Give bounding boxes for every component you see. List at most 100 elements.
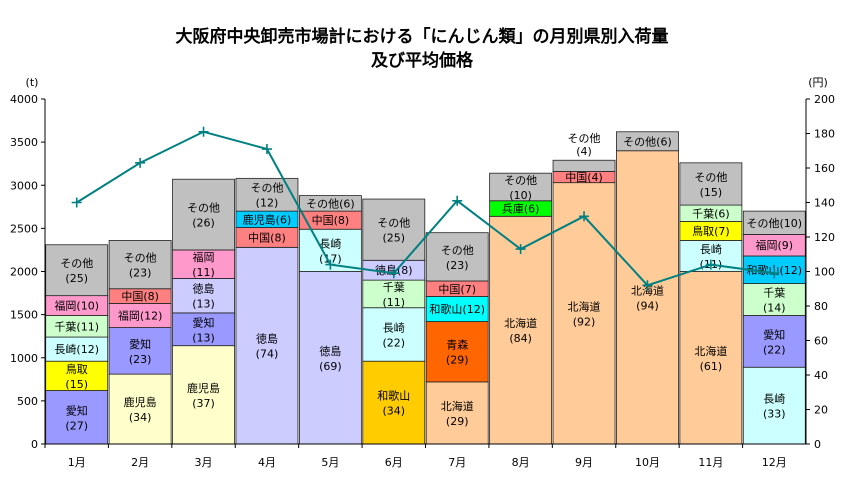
segment-label: 徳島 bbox=[256, 332, 278, 346]
segment-label: その他 bbox=[504, 174, 537, 187]
bar-segment bbox=[235, 177, 299, 212]
price-point bbox=[705, 259, 716, 270]
price-point bbox=[388, 268, 399, 279]
bar-segment bbox=[425, 296, 489, 322]
bar-segment bbox=[616, 150, 679, 445]
y-right-tick-label: 80 bbox=[814, 300, 828, 313]
y-right-tick-label: 120 bbox=[814, 231, 835, 244]
price-point bbox=[135, 157, 146, 168]
segment-label: 兵庫(6) bbox=[502, 202, 540, 216]
x-tick-label: 7月 bbox=[448, 456, 466, 469]
y-left-tick-label: 2000 bbox=[10, 266, 38, 279]
segment-label: 愛知 bbox=[129, 337, 151, 351]
bar-segment bbox=[742, 210, 806, 235]
segment-label: その他(6) bbox=[623, 135, 672, 148]
x-tick-label: 11月 bbox=[698, 456, 723, 469]
bar-segment bbox=[298, 195, 362, 212]
segment-share: (23) bbox=[129, 353, 152, 366]
segment-share: (11) bbox=[382, 296, 405, 309]
segment-share: (61) bbox=[700, 360, 723, 373]
segment-label: その他 bbox=[124, 252, 157, 265]
bar-segment bbox=[552, 159, 616, 172]
segment-label: 北海道 bbox=[694, 344, 727, 358]
bar-segment bbox=[172, 345, 235, 445]
segment-label: その他 bbox=[568, 132, 601, 145]
segment-label: 長崎 bbox=[383, 320, 405, 334]
x-tick-label: 12月 bbox=[762, 456, 787, 469]
segment-label: 愛知 bbox=[193, 315, 215, 329]
segment-label: その他 bbox=[694, 171, 727, 184]
segment-label: 中国(4) bbox=[565, 171, 603, 184]
segment-share: (84) bbox=[509, 332, 532, 345]
chart-title-line1: 大阪府中央卸売市場計における「にんじん類」の月別県別入荷量 bbox=[176, 26, 669, 47]
segment-label: その他(10) bbox=[746, 217, 802, 230]
segment-share: (12) bbox=[256, 197, 279, 210]
segment-label: 徳島 bbox=[193, 282, 215, 296]
x-tick-label: 6月 bbox=[385, 456, 403, 469]
y-left-tick-label: 500 bbox=[17, 395, 38, 408]
y-right-tick-label: 180 bbox=[814, 128, 835, 141]
y-right-tick-label: 100 bbox=[814, 266, 835, 279]
segment-label: 北海道 bbox=[504, 316, 537, 330]
segment-label: 鹿児島 bbox=[124, 395, 157, 409]
segment-share: (34) bbox=[129, 411, 152, 424]
segment-share: (15) bbox=[700, 186, 723, 199]
segment-label: 千葉(11) bbox=[54, 319, 99, 333]
bar-segment bbox=[742, 315, 806, 368]
segment-label: 福岡(10) bbox=[54, 299, 99, 313]
segment-share: (29) bbox=[446, 415, 469, 428]
x-tick-label: 4月 bbox=[258, 456, 276, 469]
x-tick-label: 1月 bbox=[68, 456, 86, 469]
price-point bbox=[769, 268, 780, 279]
y-right-tick-label: 160 bbox=[814, 162, 835, 175]
segment-label: その他(6) bbox=[306, 197, 355, 210]
bar-segment bbox=[172, 312, 235, 347]
y-left-tick-label: 2500 bbox=[10, 222, 38, 235]
y-right-tick-label: 200 bbox=[814, 93, 835, 106]
segment-share: (34) bbox=[382, 405, 405, 418]
bar-segment bbox=[616, 131, 679, 152]
segment-share: (94) bbox=[636, 299, 659, 312]
x-tick-label: 3月 bbox=[195, 456, 213, 469]
segment-share: (29) bbox=[446, 354, 469, 367]
segment-label: 千葉 bbox=[383, 280, 405, 294]
bar-segment bbox=[235, 246, 299, 445]
segment-share: (92) bbox=[573, 315, 596, 328]
segment-label: 徳島 bbox=[319, 344, 341, 358]
segment-share: (27) bbox=[65, 419, 88, 432]
bar-segment bbox=[425, 381, 489, 445]
x-tick-label: 9月 bbox=[575, 456, 593, 469]
y-right-tick-label: 0 bbox=[814, 438, 821, 451]
segment-share: (23) bbox=[129, 267, 152, 280]
segment-label: 北海道 bbox=[568, 299, 601, 313]
segment-share: (25) bbox=[382, 232, 405, 245]
bar-segment bbox=[108, 303, 172, 328]
y-left-tick-label: 3500 bbox=[10, 136, 38, 149]
segment-label: 長崎 bbox=[319, 236, 341, 250]
price-line bbox=[71, 126, 780, 291]
segment-share: (22) bbox=[763, 343, 786, 356]
bar-segment bbox=[108, 240, 172, 290]
segment-label: 鳥取(7) bbox=[692, 224, 730, 238]
segment-label: 愛知 bbox=[763, 327, 785, 341]
segment-label: 千葉 bbox=[763, 286, 785, 300]
bar-segment bbox=[172, 249, 235, 279]
bar-segment bbox=[45, 244, 109, 297]
y-left-tick-label: 3000 bbox=[10, 179, 38, 192]
y-right-tick-label: 60 bbox=[814, 335, 828, 348]
segment-label: 中国(8) bbox=[312, 214, 350, 227]
segment-label: 北海道 bbox=[631, 283, 664, 297]
bar-segment bbox=[742, 283, 806, 316]
y-left-tick-label: 0 bbox=[31, 438, 38, 451]
axes: 0 500 1000 1500 2000 2500 3000 3500 4000 0 20 40 60 8… bbox=[10, 93, 835, 469]
segment-label: 千葉(6) bbox=[692, 206, 730, 220]
segment-share: (13) bbox=[192, 298, 215, 311]
bar-segment bbox=[45, 360, 109, 391]
chart-title-line2: 及び平均価格 bbox=[371, 50, 474, 71]
y-left-tick-label: 1500 bbox=[10, 309, 38, 322]
segment-label: その他 bbox=[377, 217, 410, 230]
y-right-tick-label: 140 bbox=[814, 197, 835, 210]
segment-label: その他 bbox=[60, 257, 93, 270]
segment-share: (11) bbox=[192, 266, 215, 279]
